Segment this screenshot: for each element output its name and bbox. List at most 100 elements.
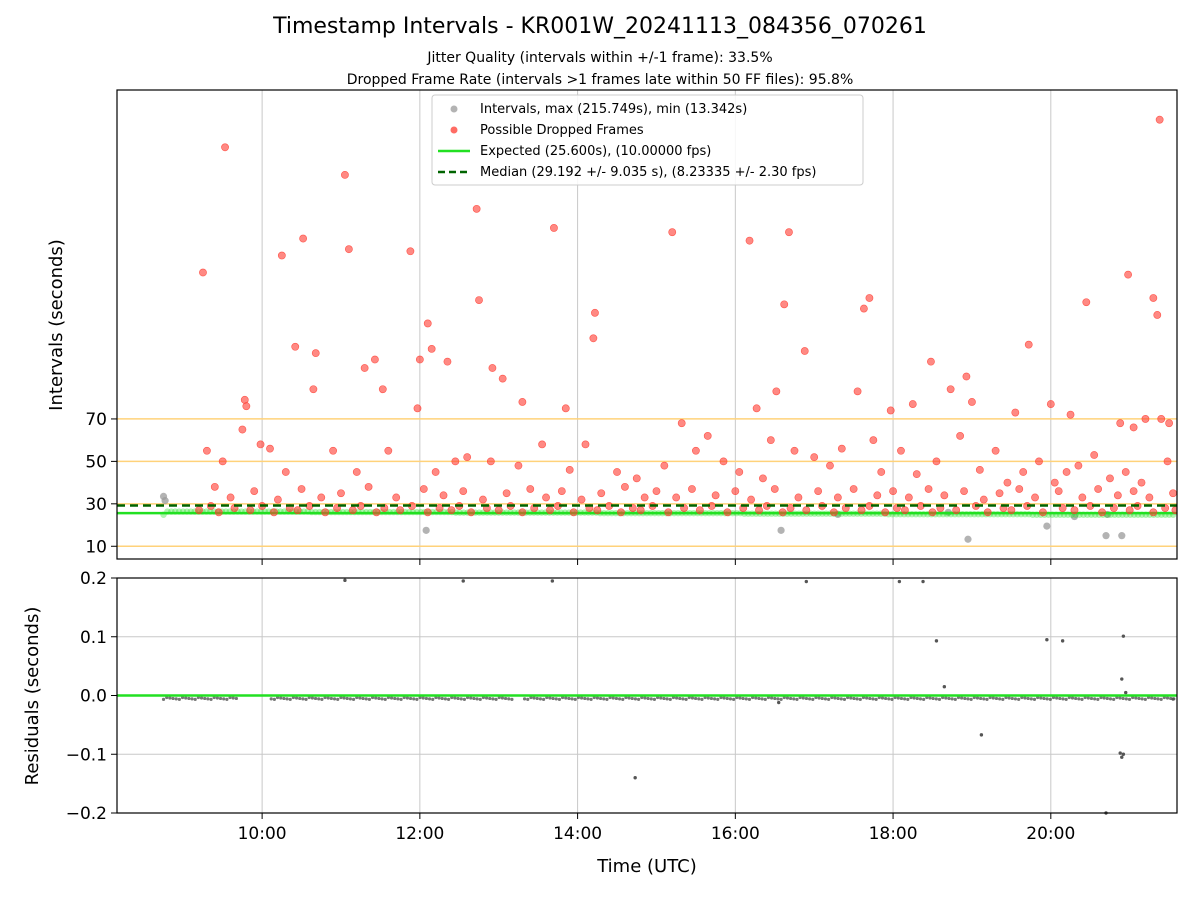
residual-point-near-zero-193 [1140, 697, 1144, 701]
dropped-frame-point-150 [1031, 493, 1039, 502]
dropped-frame-point-10 [785, 228, 793, 237]
dropped-frame-point-166 [293, 506, 302, 515]
residual-point-near-zero-134 [358, 696, 362, 700]
residual-point-near-zero-173 [823, 697, 828, 701]
dropped-frame-point-81 [703, 432, 712, 440]
residual-point-near-zero-266 [218, 696, 223, 701]
residual-point-near-zero-23 [982, 697, 986, 701]
intervals-y-tick-label-2: 50 [85, 452, 107, 472]
interval-point-8 [1070, 512, 1079, 521]
residual-point-near-zero-264 [896, 696, 900, 700]
dropped-frame-point-37 [371, 355, 379, 364]
residual-point-near-zero-38 [459, 697, 463, 701]
dropped-frame-point-93 [912, 470, 921, 479]
residual-point-near-zero-98 [396, 697, 400, 701]
dropped-frame-point-6 [472, 204, 481, 213]
dropped-frame-point-86 [790, 446, 799, 455]
residuals-panel: 10:00 12:00 14:00 16:00 18:00 20:00 −0.2 −0.1 0.… [66, 569, 1178, 844]
residual-point-near-zero-96 [1074, 696, 1078, 701]
residual-point-near-zero-13 [317, 697, 321, 701]
legend-label-median: Median (29.192 +/- 9.035 s), (8.23335 +/… [480, 165, 816, 180]
dropped-frame-point-144 [924, 485, 933, 493]
dropped-frame-point-62 [218, 457, 227, 466]
dropped-frame-point-2 [277, 251, 286, 260]
dropped-frame-point-13 [1149, 294, 1158, 302]
residual-point-near-zero-279 [374, 696, 378, 700]
dropped-frame-point-76 [581, 440, 590, 449]
dropped-frame-point-117 [392, 493, 401, 502]
residual-point-near-zero-318 [839, 697, 843, 701]
residual-point-near-zero-314 [168, 696, 172, 700]
residual-point-near-zero-238 [586, 697, 590, 701]
dropped-frame-point-68 [384, 446, 393, 455]
dropped-frame-point-139 [833, 493, 842, 502]
residual-point-near-zero-53 [950, 697, 954, 701]
dropped-frame-point-108 [1163, 457, 1172, 466]
dropped-frame-point-27 [865, 294, 874, 302]
dropped-frame-point-44 [242, 402, 251, 411]
residual-point-near-zero-219 [437, 696, 441, 700]
residual-point-near-zero-245 [747, 697, 752, 701]
dropped-frame-point-228 [1098, 508, 1106, 517]
dropped-frame-point-47 [772, 387, 781, 396]
residual-point-near-zero-234 [928, 696, 932, 700]
dropped-frame-point-232 [1149, 508, 1158, 517]
residual-point-near-zero-35 [969, 697, 973, 701]
intervals-y-tick-label-1: 30 [85, 495, 107, 515]
dropped-frame-point-84 [759, 474, 767, 483]
residual-point-near-zero-215 [779, 697, 783, 701]
dropped-frame-point-107 [1137, 478, 1146, 487]
dropped-frame-point-31 [1024, 340, 1033, 349]
residual-point-near-zero-270 [890, 697, 894, 701]
residual-point-near-zero-11 [994, 696, 999, 701]
residual-points [161, 578, 1176, 815]
residual-point-near-zero-54 [1118, 696, 1122, 700]
dropped-frame-point-168 [321, 508, 330, 517]
residual-point-near-zero-63 [602, 697, 606, 701]
dropped-frame-point-148 [995, 489, 1004, 498]
residual-point-near-zero-273 [380, 697, 384, 701]
residual-point-near-zero-21 [646, 696, 650, 701]
residual-point-near-zero-311 [678, 696, 682, 701]
dropped-frame-point-157 [1169, 489, 1177, 498]
residual-point-near-zero-244 [579, 696, 584, 700]
dropped-frame-point-155 [1129, 487, 1138, 495]
residual-point-near-zero-226 [598, 696, 603, 701]
dropped-frame-point-65 [281, 468, 290, 476]
dropped-frame-point-96 [975, 465, 984, 474]
residuals-y-tick-label-4: 0.2 [80, 569, 107, 589]
dropped-frame-point-17 [443, 357, 452, 366]
dropped-frame-point-73 [514, 461, 523, 470]
residual-point-6 [934, 639, 939, 643]
dropped-frame-point-54 [1011, 408, 1020, 417]
residual-point-near-zero-253 [1077, 697, 1081, 701]
residual-point-near-zero-288 [871, 697, 875, 701]
residual-point-near-zero-5 [1001, 697, 1005, 701]
residual-point-near-zero-28 [808, 697, 812, 701]
dropped-frame-point-153 [1094, 485, 1103, 493]
residual-point-near-zero-90 [1080, 697, 1084, 701]
dropped-frame-point-4 [341, 170, 349, 179]
residual-point-near-zero-74 [421, 696, 425, 700]
x-tick-label-2: 14:00 [553, 824, 602, 844]
residual-point-near-zero-130 [700, 697, 704, 701]
dropped-frame-point-56 [1116, 419, 1125, 428]
dropped-frame-point-172 [372, 508, 381, 517]
residual-point-near-zero-71 [931, 696, 935, 701]
residual-point-near-zero-240 [922, 697, 926, 701]
residual-point-near-zero-10 [827, 697, 831, 701]
dropped-frame-point-112 [273, 495, 282, 504]
intervals-points [117, 115, 1177, 543]
dropped-frame-point-122 [502, 489, 511, 498]
residual-point-near-zero-249 [405, 696, 409, 700]
dropped-frame-point-59 [1165, 419, 1174, 428]
residual-point-near-zero-184 [643, 696, 647, 700]
residual-point-near-zero-88 [744, 697, 748, 701]
residual-point-near-zero-80 [415, 697, 419, 701]
residual-point-near-zero-86 [408, 696, 413, 701]
residual-point-near-zero-303 [348, 697, 352, 701]
residual-point-near-zero-306 [852, 696, 856, 701]
residual-point-near-zero-100 [732, 697, 736, 701]
dropped-frame-point-226 [1070, 506, 1079, 515]
legend-label-dropped: Possible Dropped Frames [480, 123, 644, 138]
